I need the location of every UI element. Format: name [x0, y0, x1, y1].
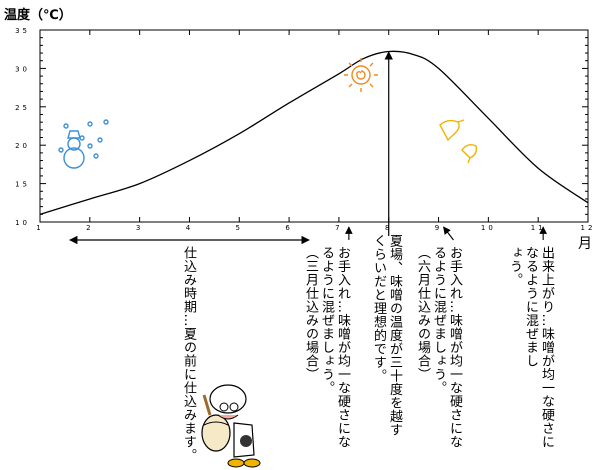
x-tick-label: 8: [385, 224, 392, 232]
y-axis-label: 温度（℃）: [4, 8, 72, 23]
stir-june-arrow: [443, 226, 454, 241]
y-tick-label: 30: [15, 65, 30, 73]
annotation-arrows: [69, 51, 548, 245]
annotation-summer: 夏場、味噌の温度が三十度を越す くらいだと理想的です。: [371, 234, 402, 437]
x-tick-label: 9: [435, 224, 442, 232]
x-tick-label: 2: [86, 224, 93, 232]
y-tick-label: 15: [15, 181, 30, 189]
x-tick-label: 10: [481, 224, 496, 232]
ginkgo-leaf-icon: [439, 119, 478, 164]
snowman-icon: [58, 119, 109, 169]
y-tick-label: 25: [15, 104, 30, 112]
y-tick-label: 35: [15, 27, 30, 35]
miso-worker-icon: [201, 384, 261, 468]
x-tick-label: 11: [531, 224, 546, 232]
plot-border: [39, 29, 589, 223]
y-tick-label: 10: [15, 219, 30, 227]
plot-frame: [39, 29, 589, 223]
x-axis-label: 月: [578, 236, 592, 252]
annotation-finish: 出来上がり…味噌が均一な硬さに なるように混ぜまし ょう。: [507, 246, 554, 449]
x-tick-label: 6: [285, 224, 292, 232]
x-tick-label: 3: [136, 224, 143, 232]
annotation-prep-period: 仕込み時期…夏の前に仕込みます。: [181, 246, 196, 462]
x-tick-label: 7: [335, 224, 342, 232]
y-tick-label: 20: [15, 142, 30, 150]
axis-ticks: 123456789101112101520253035: [15, 27, 596, 232]
x-tick-label: 5: [236, 224, 243, 232]
x-tick-label: 4: [186, 224, 193, 232]
annotation-stir-june: お手入れ…味噌が均一な硬さにな るように混ぜましょう。 （六月仕込みの場合）: [415, 246, 462, 449]
series-layer: [39, 50, 589, 215]
temperature-line: [39, 50, 589, 215]
x-tick-label: 1: [36, 224, 43, 232]
sun-icon: [344, 58, 378, 92]
annotation-stir-march: お手入れ…味噌が均一な硬さにな るように混ぜましょう。 （三月仕込みの場合）: [303, 246, 350, 449]
x-tick-label: 12: [581, 224, 596, 232]
